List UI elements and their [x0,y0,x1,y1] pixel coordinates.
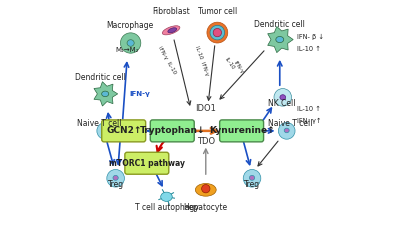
Ellipse shape [280,95,286,100]
Text: IL-10: IL-10 [224,57,236,71]
Text: Treg: Treg [244,179,260,189]
Polygon shape [94,82,118,106]
Ellipse shape [162,26,180,35]
FancyBboxPatch shape [102,120,146,142]
Ellipse shape [102,91,109,97]
FancyBboxPatch shape [220,120,264,142]
Text: IFN- β ↓: IFN- β ↓ [297,34,324,40]
Text: Tumor cell: Tumor cell [198,7,237,16]
Text: IDO1: IDO1 [195,104,216,113]
Text: NK Cell: NK Cell [268,99,296,108]
Ellipse shape [195,183,216,196]
Text: Fibroblast: Fibroblast [152,7,190,16]
Text: GCN2↑: GCN2↑ [106,126,141,135]
Circle shape [107,169,124,187]
Text: mTORC1 pathway: mTORC1 pathway [109,159,185,168]
Ellipse shape [161,192,172,201]
Circle shape [243,169,261,187]
Text: IL-10  IFN-γ: IL-10 IFN-γ [194,45,210,76]
Text: M₁→M₂: M₁→M₂ [116,47,139,53]
Text: IL-10 ↑: IL-10 ↑ [297,46,321,52]
Text: TDO: TDO [197,137,215,146]
Ellipse shape [113,176,118,180]
Circle shape [210,25,225,40]
Ellipse shape [168,28,177,33]
FancyBboxPatch shape [125,152,169,174]
Text: Naive T cell: Naive T cell [268,119,312,128]
Text: IFN-γ: IFN-γ [233,60,245,74]
FancyBboxPatch shape [150,120,194,142]
Circle shape [274,88,292,106]
Ellipse shape [127,40,134,46]
Text: Macrophage: Macrophage [106,21,153,30]
Text: IFN-γ: IFN-γ [129,91,150,97]
Text: Treg: Treg [108,179,124,189]
Circle shape [207,22,228,43]
Text: Naive T cell: Naive T cell [77,119,122,128]
Text: Kynurenine↑: Kynurenine↑ [209,126,274,135]
Text: Hepatocyte: Hepatocyte [184,203,228,212]
Circle shape [278,123,295,139]
Text: Dendritic cell: Dendritic cell [254,20,305,29]
Circle shape [97,123,114,139]
Text: Dendritic cell: Dendritic cell [75,73,126,82]
Ellipse shape [284,128,289,133]
Text: IFN-γ  IL-10: IFN-γ IL-10 [156,46,176,75]
Ellipse shape [276,37,284,43]
Text: IFN- γ↑: IFN- γ↑ [297,117,322,124]
Text: Tryptophan↓: Tryptophan↓ [140,126,205,135]
Ellipse shape [103,128,108,133]
Ellipse shape [249,176,255,180]
Circle shape [202,185,210,193]
Text: T cell autophagy: T cell autophagy [134,203,198,212]
Circle shape [120,33,141,53]
Circle shape [213,29,222,37]
Polygon shape [268,26,293,53]
Text: IL-10 ↑: IL-10 ↑ [297,106,321,112]
